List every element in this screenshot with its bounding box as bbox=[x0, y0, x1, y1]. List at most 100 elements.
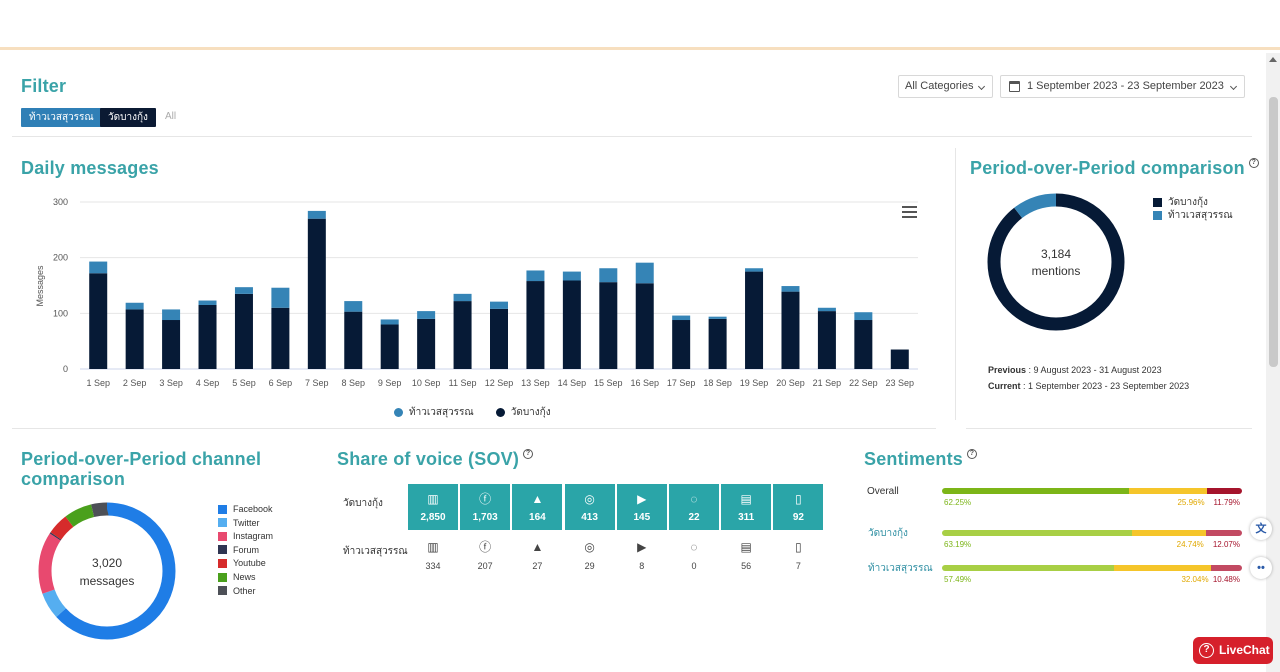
section-divider-left bbox=[12, 428, 936, 429]
bar-thao bbox=[526, 270, 545, 282]
sov-cell-twitter: ▲ 27 bbox=[512, 540, 562, 580]
legend-dot-watbangkung bbox=[495, 408, 505, 417]
channel-slice bbox=[38, 502, 176, 640]
scroll-up-icon[interactable] bbox=[1269, 57, 1277, 62]
assistant-icon[interactable]: •• bbox=[1250, 557, 1272, 579]
sov-tile-news[interactable]: ▤ 311 bbox=[721, 484, 772, 530]
pop-legend-thao: ท้าวเวสสุวรรณ bbox=[1153, 208, 1233, 223]
sov-title: Share of voice (SOV)? bbox=[337, 449, 534, 470]
current-value: : 1 September 2023 - 23 September 2023 bbox=[1023, 381, 1190, 391]
sentiment-negative-pct: 11.79% bbox=[1213, 498, 1240, 507]
current-label: Current bbox=[988, 381, 1021, 391]
sentiment-negative-segment bbox=[1210, 565, 1242, 571]
x-tick-label: 13 Sep bbox=[521, 378, 550, 388]
bar-watbangkung bbox=[708, 318, 727, 369]
bar-thao bbox=[745, 268, 764, 272]
previous-label: Previous bbox=[988, 365, 1027, 375]
help-icon[interactable]: ? bbox=[523, 449, 534, 459]
sentiment-row-label[interactable]: ท้าวเวสสุวรรณ bbox=[868, 563, 933, 574]
legend-square bbox=[1153, 198, 1162, 207]
bar-thao bbox=[417, 311, 436, 319]
x-tick-label: 17 Sep bbox=[667, 378, 696, 388]
daily-messages-title: Daily messages bbox=[21, 158, 159, 178]
channel-legend-youtube[interactable]: Youtube bbox=[218, 558, 266, 568]
youtube-icon: ▶ bbox=[637, 540, 647, 554]
livechat-label: LiveChat bbox=[1219, 643, 1270, 657]
sentiment-negative-segment bbox=[1206, 488, 1242, 494]
channel-legend-forum[interactable]: Forum bbox=[218, 545, 259, 555]
sov-value: 29 bbox=[584, 561, 595, 571]
channel-legend-instagram[interactable]: Instagram bbox=[218, 531, 273, 541]
other-icon: ▯ bbox=[795, 492, 802, 506]
legend-square bbox=[218, 545, 227, 555]
channel-legend-news[interactable]: News bbox=[218, 572, 256, 582]
sov-value: 92 bbox=[792, 512, 804, 523]
scrollbar-thumb[interactable] bbox=[1269, 97, 1278, 367]
bar-thao bbox=[672, 315, 691, 321]
legend-dot-thao bbox=[394, 408, 403, 417]
sentiment-neutral-segment bbox=[1131, 530, 1206, 536]
question-icon: ? bbox=[1199, 643, 1214, 658]
x-tick-label: 8 Sep bbox=[341, 378, 365, 388]
filter-chip-thao[interactable]: ท้าวเวสสุวรรณ bbox=[21, 108, 102, 127]
help-icon[interactable]: ? bbox=[967, 449, 978, 459]
instagram-icon: ◎ bbox=[584, 492, 595, 506]
channel-legend-facebook[interactable]: Facebook bbox=[218, 504, 273, 514]
x-tick-label: 23 Sep bbox=[886, 378, 915, 388]
current-period: Current : 1 September 2023 - 23 Septembe… bbox=[988, 381, 1189, 391]
sov-cell-instagram: ◎ 29 bbox=[565, 540, 615, 580]
pop-legend-label-1[interactable]: ท้าวเวสสุวรรณ bbox=[1168, 210, 1233, 221]
bar-watbangkung bbox=[635, 283, 654, 369]
x-tick-label: 10 Sep bbox=[412, 378, 441, 388]
channel-slice bbox=[38, 502, 176, 640]
x-tick-label: 21 Sep bbox=[813, 378, 842, 388]
x-tick-label: 19 Sep bbox=[740, 378, 769, 388]
livechat-button[interactable]: ? LiveChat bbox=[1193, 637, 1273, 664]
bar-watbangkung bbox=[526, 281, 545, 369]
daily-legend: ท้าวเวสสุวรรณ วัดบางกุ้ง bbox=[394, 405, 551, 420]
bar-watbangkung bbox=[745, 271, 764, 369]
category-select[interactable]: All Categories bbox=[898, 75, 993, 98]
sov-tile-instagram[interactable]: ◎ 413 bbox=[564, 484, 615, 530]
pop-legend-label-0[interactable]: วัดบางกุ้ง bbox=[1168, 197, 1208, 208]
sov-value: 56 bbox=[741, 561, 752, 571]
channel-legend-other[interactable]: Other bbox=[218, 586, 256, 596]
sov-value: 27 bbox=[532, 561, 543, 571]
date-range-select[interactable]: 1 September 2023 - 23 September 2023 bbox=[1000, 75, 1245, 98]
sov-tile-other[interactable]: ▯ 92 bbox=[773, 484, 824, 530]
sov-tile-twitter[interactable]: ▲ 164 bbox=[512, 484, 563, 530]
filter-chip-watbangkung[interactable]: วัดบางกุ้ง bbox=[100, 108, 156, 127]
channel-legend-twitter[interactable]: Twitter bbox=[218, 518, 260, 528]
x-tick-label: 14 Sep bbox=[558, 378, 587, 388]
total-icon: ▥ bbox=[427, 540, 439, 554]
channel-legend-label: Twitter bbox=[233, 517, 260, 528]
legend-square bbox=[218, 572, 227, 582]
page-scrollbar[interactable] bbox=[1266, 53, 1280, 672]
translate-icon[interactable]: 文 bbox=[1250, 518, 1272, 540]
x-tick-label: 2 Sep bbox=[123, 378, 147, 388]
sov-tile-youtube[interactable]: ▶ 145 bbox=[616, 484, 667, 530]
channel-legend-label: Youtube bbox=[233, 558, 266, 569]
sov-value: 164 bbox=[529, 512, 546, 523]
sov-value: 22 bbox=[688, 512, 700, 523]
sov-tile-facebook[interactable]: ⓕ 1,703 bbox=[460, 484, 511, 530]
sentiments-title: Sentiments? bbox=[864, 449, 978, 470]
bar-thao bbox=[599, 268, 618, 283]
bar-thao bbox=[453, 293, 472, 302]
channel-legend-label: Forum bbox=[233, 544, 260, 555]
sentiment-row-label[interactable]: วัดบางกุ้ง bbox=[868, 528, 908, 539]
channel-title: Period-over-Period channel comparison bbox=[21, 449, 261, 489]
legend-label-thao[interactable]: ท้าวเวสสุวรรณ bbox=[409, 407, 474, 418]
filter-chip-all[interactable]: All bbox=[165, 111, 177, 122]
pop-center-value: 3,184 bbox=[1041, 247, 1071, 261]
sov-tile-forum[interactable]: ◌ 22 bbox=[669, 484, 719, 530]
sentiment-neutral-segment bbox=[1128, 488, 1207, 494]
chart-menu-icon[interactable] bbox=[902, 206, 917, 218]
sov-cell-other: ▯ 7 bbox=[773, 540, 823, 580]
legend-label-watbangkung[interactable]: วัดบางกุ้ง bbox=[510, 407, 551, 418]
bar-watbangkung bbox=[599, 282, 618, 369]
x-tick-label: 5 Sep bbox=[232, 378, 256, 388]
legend-square bbox=[1153, 211, 1162, 220]
help-icon[interactable]: ? bbox=[1248, 158, 1259, 168]
sov-tile-total[interactable]: ▥ 2,850 bbox=[408, 484, 458, 530]
